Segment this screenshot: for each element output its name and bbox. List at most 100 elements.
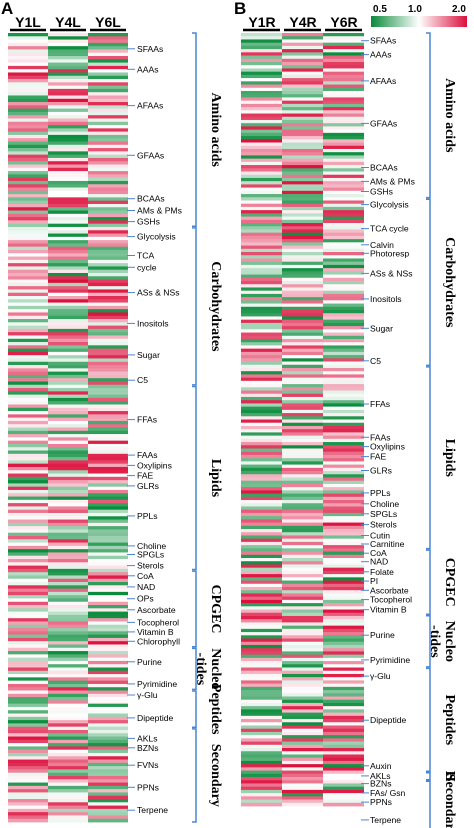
heatmap-cell bbox=[323, 599, 364, 604]
heatmap-cell bbox=[282, 445, 323, 449]
heatmap-cell bbox=[48, 522, 88, 527]
heatmap-cell bbox=[323, 113, 364, 118]
heatmap-cell bbox=[241, 442, 282, 446]
heatmap-cell bbox=[323, 116, 364, 121]
heatmap-cell bbox=[8, 697, 48, 701]
heatmap-cell bbox=[241, 171, 282, 176]
heatmap-cell bbox=[48, 108, 88, 113]
heatmap-cell bbox=[88, 582, 128, 586]
row-label: PPNs bbox=[370, 797, 392, 807]
heatmap-cell bbox=[323, 194, 364, 198]
heatmap-cell bbox=[88, 121, 128, 126]
heatmap-cell bbox=[323, 731, 364, 736]
heatmap-cell bbox=[323, 49, 364, 53]
heatmap-cell bbox=[88, 555, 128, 560]
heatmap-cell bbox=[241, 477, 282, 482]
heatmap-cell bbox=[8, 246, 48, 251]
heatmap-cell bbox=[282, 664, 323, 668]
heatmap-cell bbox=[48, 595, 88, 599]
heatmap-cell bbox=[282, 274, 323, 279]
heatmap-cell bbox=[323, 277, 364, 282]
heatmap-cell bbox=[241, 206, 282, 211]
heatmap-cell bbox=[48, 72, 88, 77]
heatmap-cell bbox=[88, 585, 128, 589]
heatmap-cell bbox=[241, 355, 282, 359]
heatmap-cell bbox=[8, 746, 48, 751]
heatmap-cell bbox=[88, 687, 128, 691]
row-label: GLRs bbox=[370, 466, 392, 476]
heatmap-cell bbox=[88, 450, 128, 455]
heatmap-cell bbox=[241, 168, 282, 172]
heatmap-cell bbox=[8, 115, 48, 119]
heatmap-cell bbox=[323, 789, 364, 794]
heatmap-cell bbox=[48, 720, 88, 724]
heatmap-cell bbox=[48, 733, 88, 737]
heatmap-cell bbox=[8, 88, 48, 93]
heatmap-cell bbox=[88, 33, 128, 37]
heatmap-cell bbox=[8, 236, 48, 241]
heatmap-cell bbox=[48, 69, 88, 73]
heatmap-cell bbox=[48, 651, 88, 655]
heatmap-cell bbox=[323, 297, 364, 301]
heatmap-cell bbox=[48, 272, 88, 277]
heatmap-cell bbox=[282, 442, 323, 446]
heatmap-cell bbox=[282, 670, 323, 675]
heatmap-cell bbox=[282, 789, 323, 794]
heatmap-cell bbox=[8, 720, 48, 724]
heatmap-cell bbox=[323, 216, 364, 221]
heatmap-cell bbox=[323, 155, 364, 160]
heatmap-cell bbox=[241, 487, 282, 491]
heatmap-cell bbox=[48, 486, 88, 491]
heatmap-cell bbox=[241, 541, 282, 546]
heatmap-cell bbox=[323, 387, 364, 391]
heatmap-cell bbox=[48, 450, 88, 455]
heatmap-cell bbox=[241, 100, 282, 105]
heatmap-cell bbox=[48, 282, 88, 287]
heatmap-cell bbox=[48, 253, 88, 257]
heatmap-cell bbox=[282, 583, 323, 588]
row-label: Vitamin B bbox=[137, 627, 174, 637]
heatmap-cell bbox=[282, 400, 323, 404]
heatmap-cell bbox=[48, 144, 88, 149]
heatmap-cell bbox=[323, 525, 364, 530]
heatmap-cell bbox=[282, 609, 323, 614]
heatmap-cell bbox=[323, 165, 364, 169]
heatmap-cell bbox=[48, 795, 88, 800]
heatmap-cell bbox=[323, 712, 364, 717]
heatmap-cell bbox=[88, 88, 128, 93]
heatmap-cell bbox=[48, 286, 88, 290]
heatmap-cell bbox=[241, 509, 282, 514]
heatmap-cell bbox=[8, 434, 48, 438]
heatmap-cell bbox=[88, 249, 128, 254]
heatmap-cell bbox=[8, 286, 48, 290]
heatmap-cell bbox=[241, 45, 282, 50]
heatmap-cell bbox=[282, 799, 323, 804]
heatmap-cell bbox=[88, 197, 128, 202]
heatmap-cell bbox=[282, 529, 323, 533]
heatmap-cell bbox=[88, 72, 128, 77]
heatmap-cell bbox=[88, 59, 128, 63]
heatmap-cell bbox=[48, 309, 88, 313]
heatmap-cell bbox=[241, 248, 282, 253]
heatmap-cell bbox=[8, 752, 48, 757]
heatmap-cell bbox=[48, 460, 88, 465]
group-bracket bbox=[192, 690, 197, 729]
heatmap-cell bbox=[8, 582, 48, 586]
heatmap-cell bbox=[241, 712, 282, 717]
heatmap-cell bbox=[8, 417, 48, 422]
heatmap-cell bbox=[48, 559, 88, 563]
panel-b-letter: B bbox=[234, 0, 246, 18]
row-label: AFAAs bbox=[370, 76, 396, 86]
heatmap-cell bbox=[241, 677, 282, 681]
heatmap-cell bbox=[323, 558, 364, 562]
heatmap-cell bbox=[88, 729, 128, 734]
heatmap-cell bbox=[8, 335, 48, 340]
heatmap-cell bbox=[241, 245, 282, 250]
heatmap-cell bbox=[8, 437, 48, 442]
heatmap-cell bbox=[8, 92, 48, 96]
heatmap-cell bbox=[323, 374, 364, 379]
heatmap-cell bbox=[241, 387, 282, 391]
heatmap-cell bbox=[48, 125, 88, 129]
group-label: Lipids bbox=[442, 439, 457, 478]
heatmap-cell bbox=[48, 769, 88, 774]
